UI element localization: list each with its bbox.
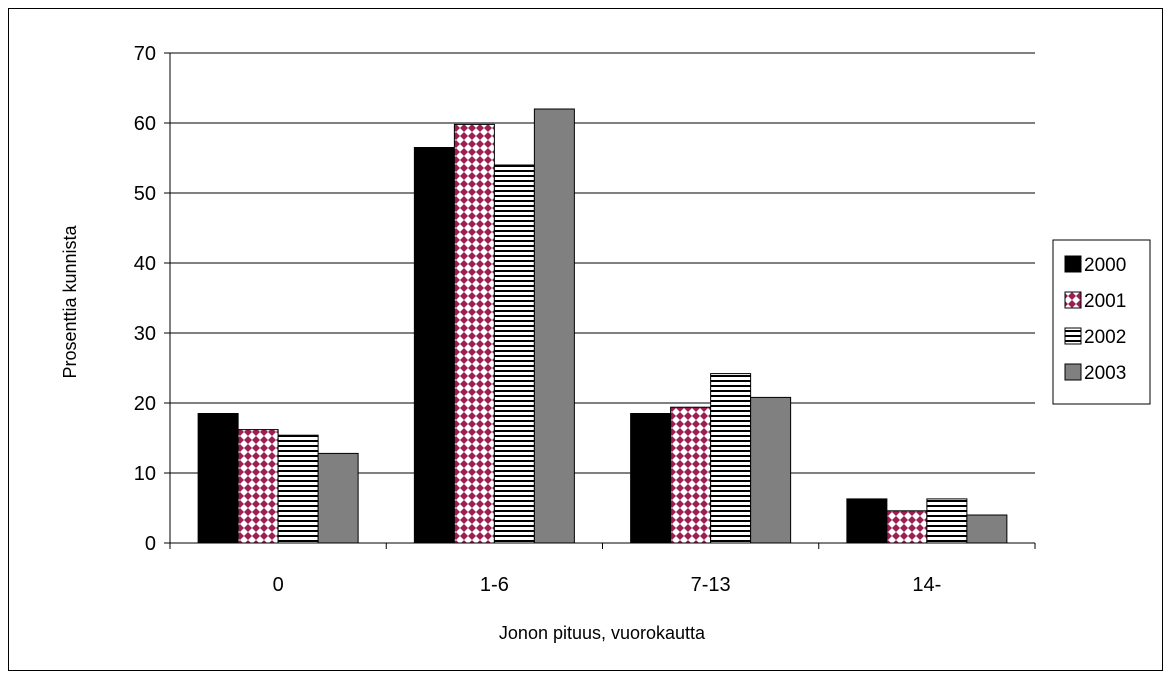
legend-label-2003: 2003 — [1084, 363, 1126, 384]
y-tick-label-20: 20 — [134, 393, 156, 415]
legend-swatch-2003 — [1064, 363, 1082, 381]
x-tick-label-14-: 14- — [912, 574, 941, 596]
y-tick-label-0: 0 — [145, 533, 156, 555]
x-tick-labels: 0 1-6 7-13 14- — [273, 574, 942, 596]
legend-label-2000: 2000 — [1084, 255, 1126, 276]
bar-2003-0 — [317, 452, 359, 544]
x-tick-label-7-13: 7-13 — [691, 574, 731, 596]
bar-2001-1-6 — [453, 123, 495, 544]
bar-2000-0 — [197, 413, 239, 544]
bar-2002-7-13 — [710, 373, 752, 544]
legend-swatch-2000 — [1064, 255, 1082, 273]
y-tick-label-40: 40 — [134, 253, 156, 275]
y-tick-label-10: 10 — [134, 463, 156, 485]
axes — [164, 52, 1036, 549]
bar-2001-14- — [886, 510, 928, 544]
y-tick-label-60: 60 — [134, 113, 156, 135]
legend-swatch-2002 — [1064, 327, 1082, 345]
bar-2000-7-13 — [630, 413, 672, 544]
y-tick-label-30: 30 — [134, 323, 156, 345]
x-tick-label-1-6: 1-6 — [480, 574, 509, 596]
bar-2001-7-13 — [670, 406, 712, 544]
x-axis-title: Jonon pituus, vuorokautta — [499, 623, 706, 643]
bar-2002-1-6 — [493, 164, 535, 544]
bar-group — [197, 108, 1008, 544]
bar-2000-1-6 — [413, 147, 455, 544]
bar-2003-1-6 — [533, 108, 575, 544]
y-tick-label-50: 50 — [134, 183, 156, 205]
legend-label-2001: 2001 — [1084, 291, 1126, 312]
y-axis-title: Prosenttia kunnista — [60, 224, 80, 378]
x-tick-label-0: 0 — [273, 574, 284, 596]
legend-swatch-2001 — [1064, 291, 1082, 309]
bar-2001-0 — [237, 429, 279, 544]
bar-2003-7-13 — [750, 396, 792, 544]
gridlines — [170, 52, 1035, 474]
legend-label-2002: 2002 — [1084, 327, 1126, 348]
legend: 2000 2001 2002 2003 — [1052, 239, 1151, 405]
chart-frame — [8, 8, 1163, 671]
y-tick-label-70: 70 — [134, 43, 156, 65]
bar-2003-14- — [966, 514, 1008, 544]
y-tick-labels: 0 10 20 30 40 50 60 70 — [134, 43, 156, 555]
bar-2000-14- — [846, 498, 888, 544]
bar-2002-14- — [926, 498, 968, 544]
bar-2002-0 — [277, 434, 319, 544]
